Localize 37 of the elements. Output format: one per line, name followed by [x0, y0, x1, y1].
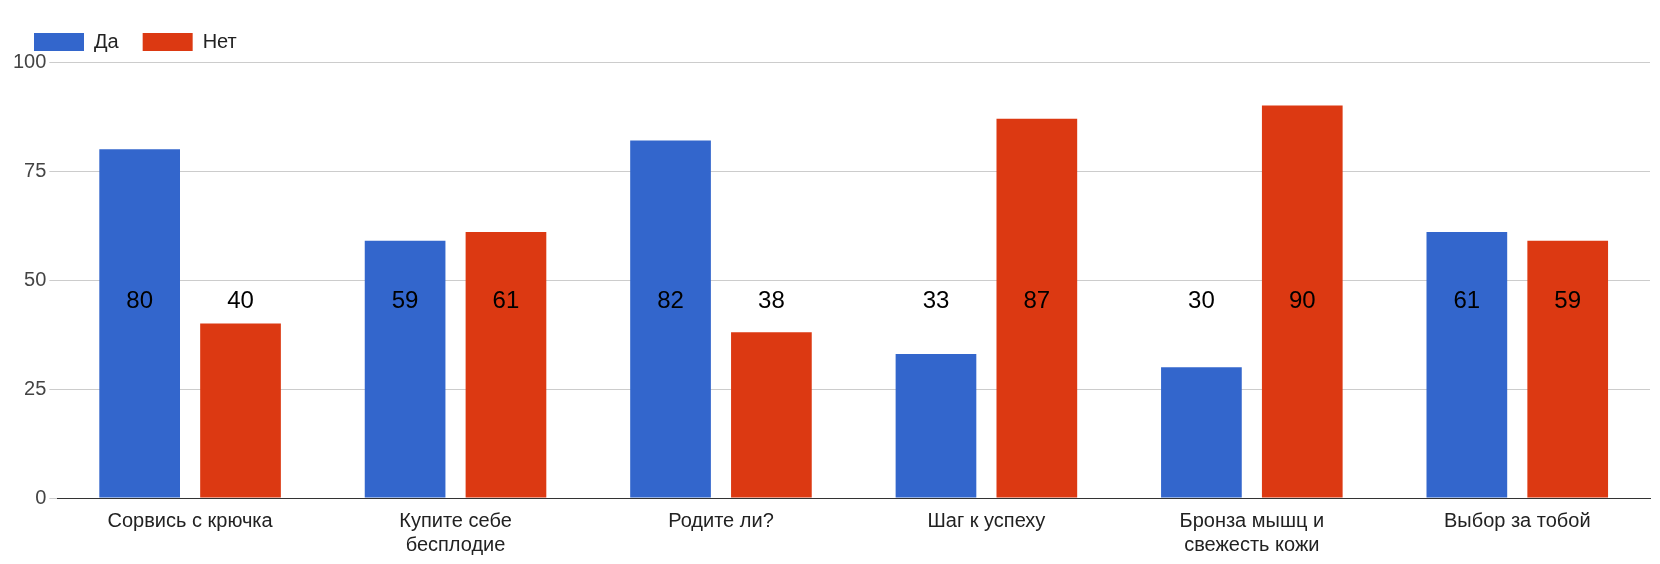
bar — [1161, 367, 1242, 498]
data-label: 59 — [391, 286, 419, 314]
bar — [630, 140, 711, 498]
x-tick-label: Купите себе бесплодие — [399, 508, 512, 555]
data-label: 59 — [1554, 286, 1582, 314]
data-label: 61 — [492, 286, 520, 314]
y-tick-label: 25 — [24, 376, 47, 399]
bar — [99, 149, 180, 498]
legend-label: Да — [94, 29, 120, 52]
bar — [731, 332, 812, 498]
x-tick-label: Сорвись с крючка — [107, 508, 274, 531]
data-label: 90 — [1288, 286, 1316, 314]
y-tick-label: 0 — [35, 485, 47, 508]
data-label: 40 — [227, 286, 254, 314]
x-tick-label: Бронза мышц и свежесть кожи — [1179, 508, 1325, 555]
x-tick-label: Шаг к успеху — [927, 508, 1046, 531]
data-label: 33 — [922, 286, 950, 314]
bar — [1527, 240, 1609, 498]
y-tick-label: 50 — [24, 267, 47, 290]
data-label: 87 — [1023, 286, 1051, 314]
bar — [200, 323, 281, 498]
data-label: 80 — [126, 286, 154, 314]
x-tick-label: Родите ли? — [668, 508, 774, 531]
bar — [1261, 105, 1343, 498]
x-tick-label: Выбор за тобой — [1443, 508, 1591, 531]
data-label: 30 — [1188, 286, 1215, 314]
y-tick-label: 75 — [24, 158, 47, 181]
bar — [1426, 232, 1508, 498]
bar — [465, 232, 547, 498]
bar — [996, 118, 1078, 498]
bar — [364, 240, 446, 498]
data-label: 82 — [657, 286, 684, 314]
bar — [895, 354, 977, 498]
y-tick-label: 100 — [12, 49, 47, 72]
legend-label: Нет — [202, 29, 237, 52]
data-label: 38 — [758, 286, 785, 314]
data-label: 61 — [1453, 286, 1481, 314]
